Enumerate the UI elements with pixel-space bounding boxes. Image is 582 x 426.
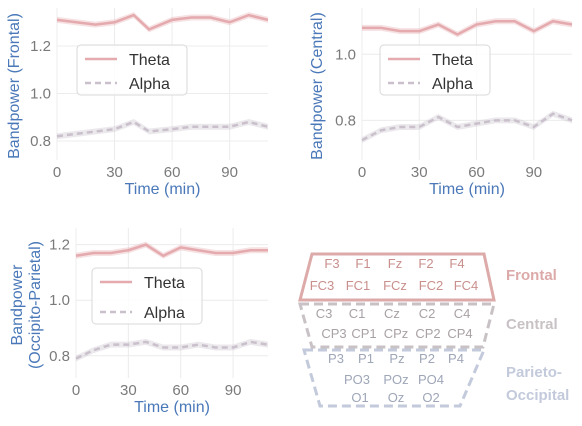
x-tick-label: 0: [358, 164, 366, 181]
legend-label-theta: Theta: [144, 275, 185, 292]
series-line-alpha: [56, 120, 269, 138]
y-tick-label: 1.0: [49, 292, 70, 309]
electrode-label: F4: [449, 256, 464, 271]
legend-label-theta: Theta: [129, 52, 170, 69]
electrode-label: F3: [324, 256, 339, 271]
x-tick-label: 90: [225, 382, 242, 399]
y-tick-label: 1.0: [335, 46, 356, 63]
series-line-alpha: [75, 340, 269, 360]
region-outline-3: [302, 348, 487, 408]
series-band-alpha: [362, 110, 572, 144]
x-axis-label: Time (min): [134, 399, 210, 416]
electrode-label: POz: [383, 372, 408, 387]
x-tick-label: 30: [411, 164, 428, 181]
electrode-label: C3: [316, 306, 333, 321]
electrode-label: C4: [454, 306, 471, 321]
legend-label-alpha: Alpha: [129, 76, 170, 93]
electrode-label: O2: [422, 390, 439, 405]
y-tick-label: 0.8: [335, 112, 356, 129]
electrode-label: CP1: [351, 326, 376, 341]
x-axis-label: Time (min): [125, 181, 201, 198]
electrode-label: FC1: [346, 278, 371, 293]
x-axis-label: Time (min): [429, 181, 505, 198]
electrode-label: P3: [328, 351, 344, 366]
series-line-theta: [56, 13, 269, 31]
electrode-label: Oz: [388, 390, 405, 405]
region-label: Occipital: [506, 387, 569, 404]
x-tick-label: 60: [164, 164, 181, 181]
electrode-label: C2: [419, 306, 436, 321]
electrode-label: F1: [355, 256, 370, 271]
electrode-label: Pz: [389, 351, 404, 366]
series-line-alpha: [361, 112, 573, 142]
y-tick-label: 0.8: [49, 348, 70, 365]
legend-box: [76, 44, 188, 96]
region-label: Frontal: [506, 267, 557, 284]
electrode-label: PO3: [344, 372, 370, 387]
electrode-label: CP2: [415, 326, 440, 341]
y-axis-label: Bandpower: [9, 264, 26, 346]
electrode-label: FCz: [383, 278, 407, 293]
x-tick-label: 0: [72, 382, 80, 399]
region-outline-2: [298, 302, 496, 349]
x-tick-label: 30: [106, 164, 123, 181]
chart-panel-3: 0 30 60 90 0.8 1.0 1.2 Time (min) Bandpower (Occi…: [9, 228, 269, 416]
electrode-label: P2: [419, 351, 435, 366]
y-tick-label: 0.8: [30, 133, 51, 150]
electrode-label: P4: [448, 351, 464, 366]
x-tick-label: 60: [172, 382, 189, 399]
region-label: Central: [506, 316, 558, 333]
electrode-label: O1: [351, 390, 368, 405]
x-tick-label: 30: [120, 382, 137, 399]
electrode-label: CP3: [321, 326, 346, 341]
y-axis-label-line-2: (Occipito-Parietal): [27, 241, 44, 369]
series-band-alpha: [76, 338, 268, 362]
legend-box: [379, 44, 491, 96]
y-tick-label: 1.2: [30, 38, 51, 55]
y-tick-label: 1.2: [49, 237, 70, 254]
x-tick-label: 60: [468, 164, 485, 181]
x-tick-label: 90: [525, 164, 542, 181]
series-line-theta: [75, 243, 268, 258]
x-tick-label: 90: [221, 164, 238, 181]
electrode-label: FC3: [310, 278, 335, 293]
electrode-label: Fz: [388, 256, 402, 271]
electrode-map: F3 F1 Fz F2 F4 FC3 FC1 FCz FC2 FC4 Frontal C3 C1 Cz C2…: [298, 252, 569, 408]
region-outline-1: [298, 252, 496, 302]
y-axis-label: Bandpower (Central): [309, 12, 326, 160]
electrode-label: F2: [418, 256, 433, 271]
electrode-label: Cz: [384, 306, 400, 321]
y-axis-label: Bandpower (Frontal): [6, 13, 23, 159]
electrode-label: FC2: [419, 278, 444, 293]
electrode-label: PO4: [418, 372, 444, 387]
chart-panel-2: 0 30 60 90 0.8 1.0 Time (min) Bandpower (Centra…: [309, 8, 573, 198]
series-line-theta: [362, 19, 573, 36]
series-band-theta: [57, 12, 268, 33]
electrode-label: C1: [349, 306, 366, 321]
x-tick-label: 0: [53, 164, 61, 181]
electrode-label: CP4: [447, 326, 472, 341]
electrode-label: FC4: [454, 278, 479, 293]
legend-label-alpha: Alpha: [144, 305, 185, 322]
region-label: Parieto-: [506, 364, 562, 381]
legend-label-alpha: Alpha: [432, 76, 473, 93]
legend-label-theta: Theta: [432, 52, 473, 69]
y-tick-label: 1.0: [30, 86, 51, 103]
electrode-label: CPz: [384, 326, 409, 341]
chart-panel-1: 0 30 60 90 0.8 1.0 1.2 Time (min) Bandpower (Fro…: [6, 8, 269, 198]
series-band-theta: [76, 241, 268, 259]
electrode-label: P1: [358, 351, 374, 366]
